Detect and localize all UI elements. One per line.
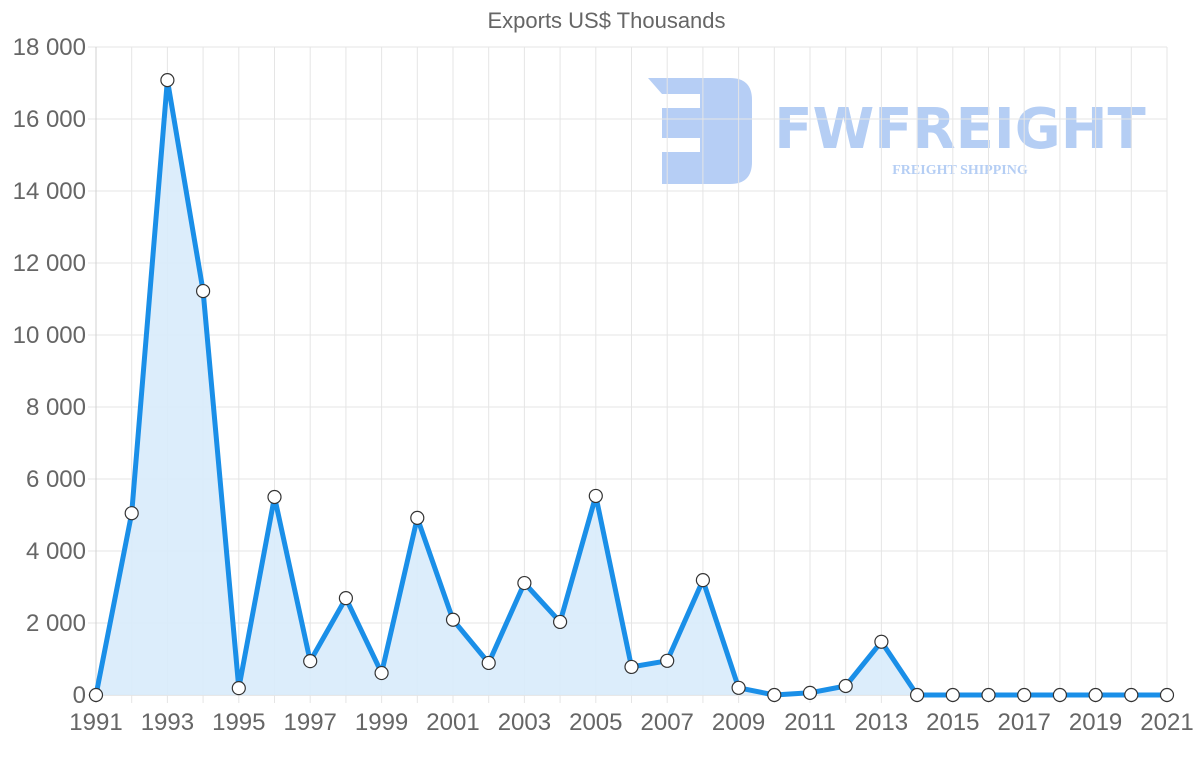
x-tick-label: 2019 — [1069, 709, 1122, 736]
data-point[interactable] — [160, 73, 175, 88]
x-tick-label: 2017 — [998, 709, 1051, 736]
x-tick-label: 1999 — [355, 709, 408, 736]
data-point[interactable] — [588, 488, 603, 504]
data-point[interactable] — [1159, 687, 1175, 703]
data-point[interactable] — [874, 634, 889, 649]
chart-title: Exports US$ Thousands — [487, 8, 726, 33]
watermark-brand: FWFREIGHT — [774, 97, 1146, 162]
data-point[interactable] — [802, 685, 818, 700]
data-point[interactable] — [231, 681, 246, 696]
x-tick-label: 2021 — [1140, 709, 1193, 736]
y-tick-label: 6 000 — [26, 466, 86, 493]
data-point[interactable] — [517, 575, 532, 591]
data-point[interactable] — [374, 665, 389, 681]
logo-icon — [648, 78, 752, 184]
y-tick-label: 0 — [73, 682, 86, 709]
x-tick-label: 2003 — [498, 709, 551, 736]
x-tick-label: 1995 — [212, 709, 265, 736]
x-tick-label: 2013 — [855, 709, 908, 736]
data-point[interactable] — [338, 591, 353, 606]
data-point[interactable] — [660, 653, 675, 668]
fwfreight-watermark: FWFREIGHT FREIGHT SHIPPING — [648, 78, 1146, 184]
x-tick-label: 1993 — [141, 709, 194, 736]
data-point[interactable] — [445, 612, 461, 627]
data-point[interactable] — [838, 678, 853, 694]
data-point[interactable] — [731, 680, 746, 695]
y-tick-label: 2 000 — [26, 610, 86, 637]
y-tick-label: 10 000 — [13, 322, 86, 349]
data-point[interactable] — [196, 283, 211, 299]
data-point[interactable] — [695, 573, 711, 588]
y-tick-label: 14 000 — [13, 178, 86, 205]
data-point[interactable] — [1124, 687, 1139, 703]
y-tick-label: 16 000 — [13, 106, 86, 133]
y-axis: 0 2 000 4 000 6 000 8 000 10 000 12 000 14 000 1… — [13, 34, 86, 709]
x-tick-label: 2011 — [784, 709, 836, 736]
data-point[interactable] — [624, 659, 639, 675]
data-points — [88, 73, 1175, 703]
data-point[interactable] — [945, 687, 960, 703]
x-tick-label: 2001 — [426, 709, 479, 736]
x-tick-label: 2015 — [926, 709, 979, 736]
data-point[interactable] — [410, 510, 425, 525]
data-point[interactable] — [1017, 687, 1032, 703]
watermark-tagline: FREIGHT SHIPPING — [892, 163, 1028, 178]
x-tick-label: 2007 — [641, 709, 694, 736]
data-point[interactable] — [124, 506, 139, 521]
y-tick-label: 18 000 — [13, 34, 86, 61]
y-tick-label: 8 000 — [26, 394, 86, 421]
data-point[interactable] — [267, 489, 282, 505]
x-tick-label: 1991 — [69, 709, 122, 736]
y-tick-label: 4 000 — [26, 538, 86, 565]
data-point[interactable] — [981, 687, 996, 703]
data-point[interactable] — [88, 687, 104, 703]
x-tick-label: 1997 — [284, 709, 337, 736]
x-tick-label: 2005 — [569, 709, 622, 736]
data-point[interactable] — [552, 614, 568, 630]
y-tick-label: 12 000 — [13, 250, 86, 277]
x-tick-label: 2009 — [712, 709, 765, 736]
data-point[interactable] — [1088, 687, 1103, 703]
area-fill — [96, 80, 1167, 696]
data-point[interactable] — [767, 687, 782, 703]
data-point[interactable] — [303, 654, 318, 669]
data-point[interactable] — [1052, 687, 1068, 703]
data-point[interactable] — [481, 655, 496, 671]
data-point[interactable] — [909, 687, 925, 703]
x-axis: 1991 1993 1995 1997 1999 2001 2003 2005 2007 2009… — [69, 709, 1193, 736]
